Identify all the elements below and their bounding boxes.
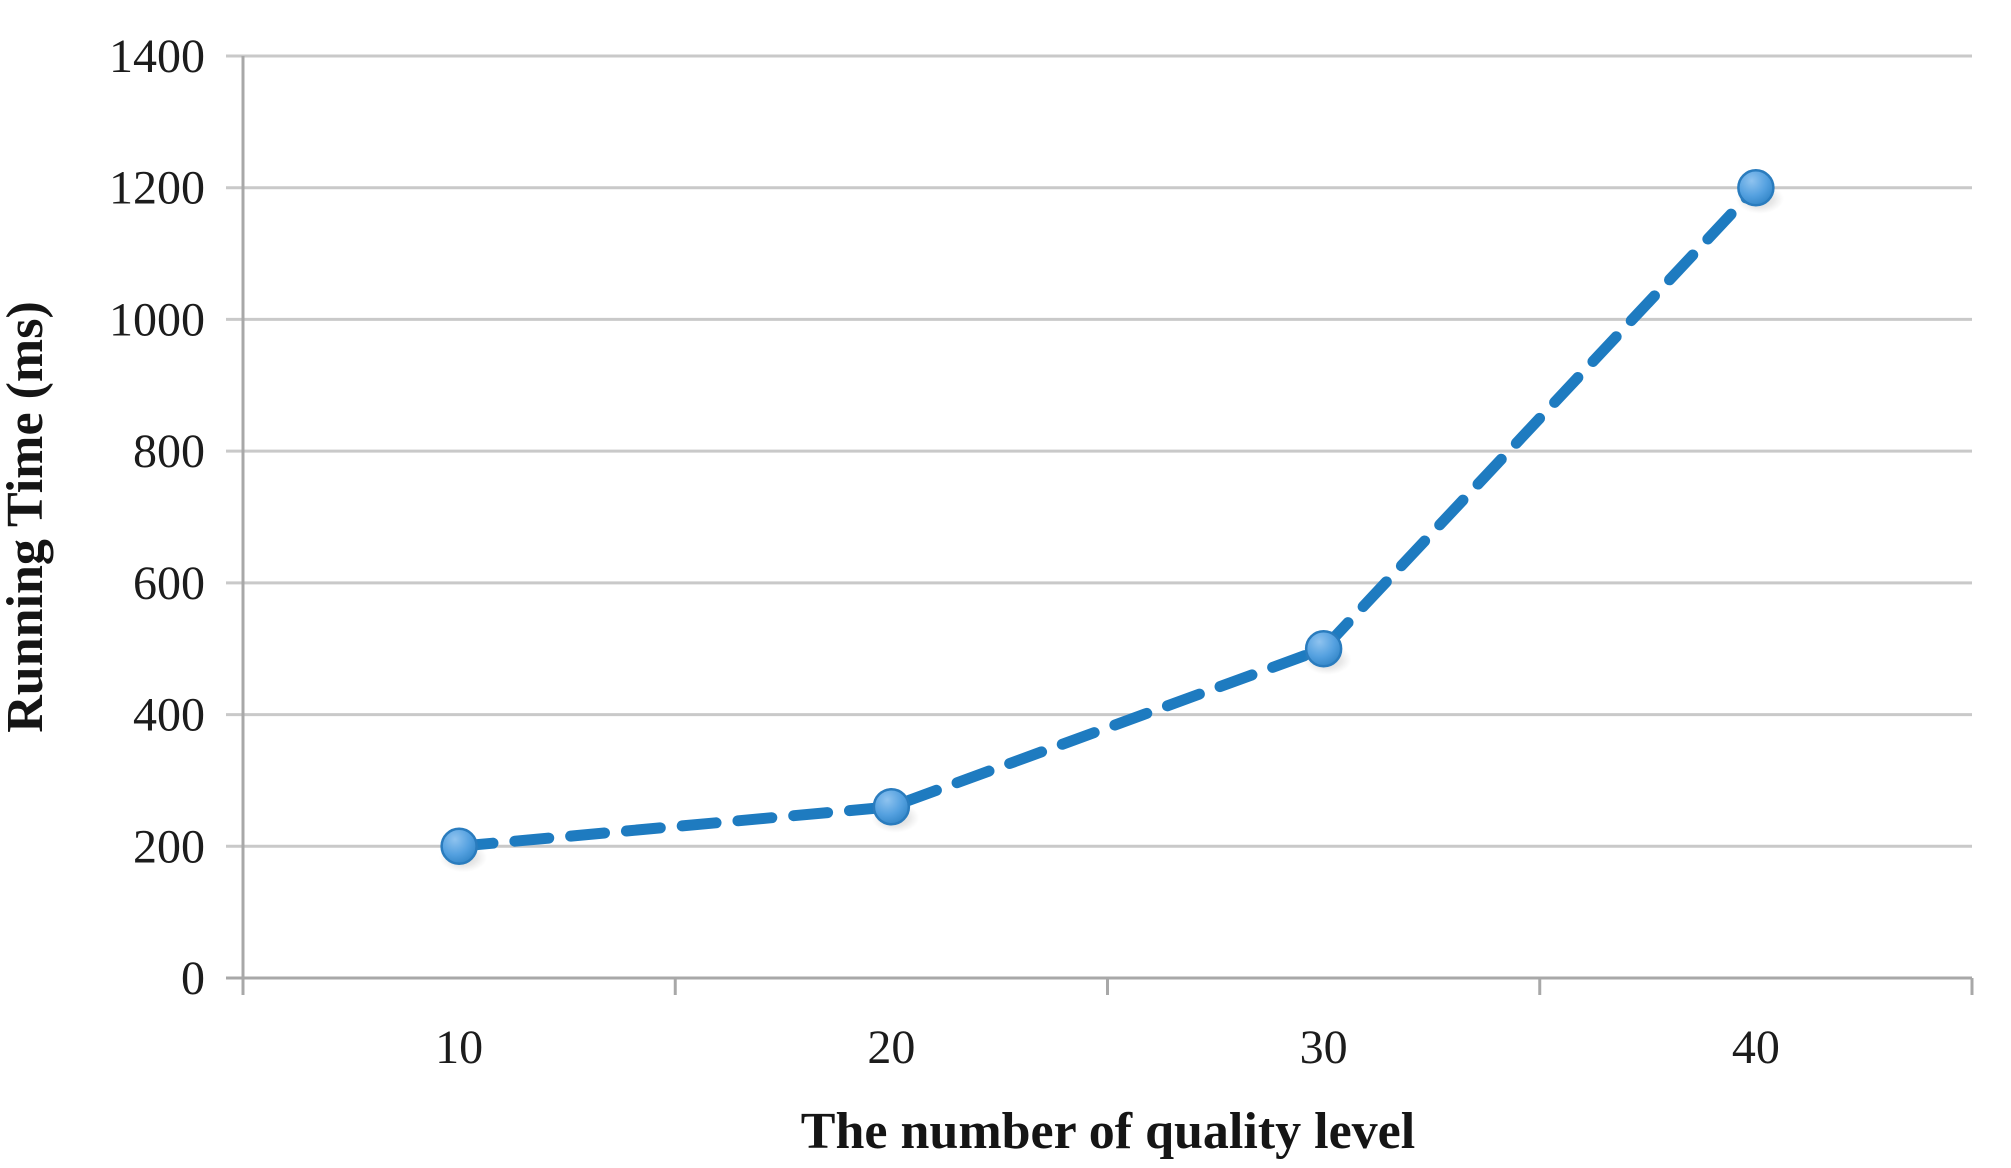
y-tick-label-0: 0 [181,952,205,1005]
data-point-10-200 [440,827,478,866]
x-axis-tick-labels: 10 20 30 40 [435,1021,1780,1074]
data-series [439,168,1784,873]
data-point-30-500 [1304,629,1343,668]
x-tick-label-20: 20 [867,1021,915,1074]
y-tick-label-400: 400 [133,689,205,742]
data-point-20-260 [872,788,911,826]
x-tick-label-10: 10 [435,1021,483,1074]
x-axis-title: The number of quality level [801,1103,1415,1160]
y-axis-title: Running Time (ms) [0,301,54,733]
y-tick-label-800: 800 [133,425,205,478]
series-dashed-line [453,182,1762,852]
y-tick-label-1200: 1200 [109,162,205,215]
x-tick-label-40: 40 [1732,1021,1780,1074]
y-axis-tick-labels: 0 200 400 600 800 1000 1200 1400 [109,30,205,1005]
y-tick-label-200: 200 [133,820,205,873]
y-tick-label-1000: 1000 [109,293,205,346]
axes-and-ticks [226,56,1974,995]
data-point-40-1200 [1737,168,1775,207]
gridlines [226,54,1972,848]
y-tick-label-1400: 1400 [109,30,205,83]
y-tick-label-600: 600 [133,557,205,610]
x-tick-label-30: 30 [1300,1021,1348,1074]
